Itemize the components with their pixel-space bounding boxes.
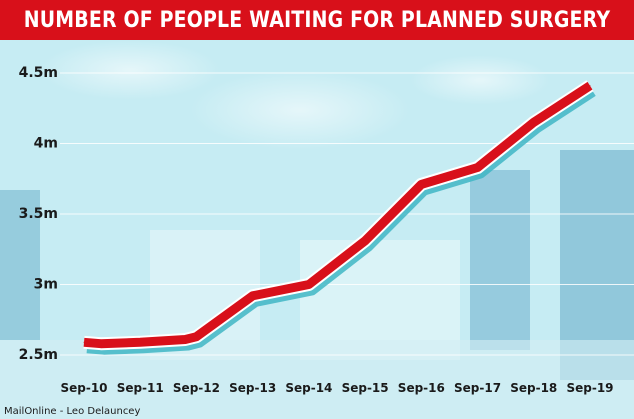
data-point	[184, 338, 186, 340]
data-point	[477, 166, 479, 168]
x-tick-label: Sep-13	[229, 381, 276, 395]
hospital-background	[0, 40, 634, 419]
x-tick-label: Sep-10	[60, 381, 107, 395]
x-tick-label: Sep-16	[398, 381, 445, 395]
x-tick-label: Sep-11	[117, 381, 164, 395]
data-point	[252, 295, 254, 297]
x-tick-label: Sep-17	[454, 381, 501, 395]
x-axis: Sep-10 Sep-11 Sep-12 Sep-13 Sep-14 Sep-15 Sep-…	[60, 381, 613, 395]
y-tick-label: 3m	[34, 277, 58, 293]
credit-text: MailOnline - Leo Delauncey	[4, 406, 141, 417]
grid	[60, 72, 634, 356]
data-point	[308, 284, 310, 285]
data-point	[195, 336, 197, 338]
data-point	[420, 183, 422, 185]
x-tick-label: Sep-18	[510, 381, 557, 395]
data-point	[100, 343, 102, 345]
y-tick-label: 2.5m	[19, 347, 58, 363]
series-line	[83, 81, 593, 349]
data-point	[139, 341, 141, 343]
data-point	[83, 341, 85, 343]
x-tick-label: Sep-14	[285, 381, 332, 395]
x-tick-label: Sep-15	[342, 381, 389, 395]
y-tick-label: 4m	[34, 136, 58, 152]
y-axis: 2.5m 3m 3.5m 4m 4.5m	[19, 65, 58, 363]
series	[83, 80, 596, 355]
title-bar: NUMBER OF PEOPLE WAITING FOR PLANNED SUR…	[0, 0, 634, 40]
data-point	[589, 85, 591, 87]
x-tick-label: Sep-12	[173, 381, 220, 395]
chart-title: NUMBER OF PEOPLE WAITING FOR PLANNED SUR…	[23, 7, 611, 33]
data-point	[364, 240, 366, 242]
y-tick-label: 4.5m	[19, 65, 58, 81]
data-point	[533, 121, 535, 123]
y-tick-label: 3.5m	[19, 206, 58, 222]
x-tick-label: Sep-19	[566, 381, 613, 395]
